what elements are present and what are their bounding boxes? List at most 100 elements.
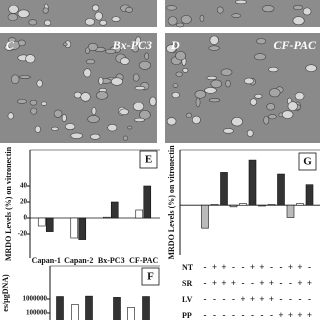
row-label: SR bbox=[182, 279, 192, 288]
cell bbox=[30, 107, 38, 115]
bar bbox=[239, 203, 247, 206]
cell bbox=[16, 99, 28, 104]
bar bbox=[258, 204, 266, 207]
cell bbox=[209, 35, 219, 45]
cell bbox=[10, 74, 20, 85]
cell bbox=[256, 38, 267, 45]
cell bbox=[111, 16, 121, 22]
panel-caption: CF-PAC bbox=[274, 38, 317, 52]
table-cell: + bbox=[278, 310, 283, 320]
cell bbox=[134, 85, 146, 91]
bar bbox=[102, 216, 111, 219]
y-tick-label: 0 bbox=[24, 214, 28, 222]
cell bbox=[92, 4, 100, 12]
table-cell: + bbox=[259, 294, 264, 304]
cell bbox=[235, 0, 247, 5]
bar bbox=[45, 217, 54, 232]
table-cell: + bbox=[307, 278, 312, 288]
table-cell: + bbox=[221, 278, 226, 288]
cell bbox=[182, 67, 189, 73]
table-cell: - bbox=[223, 310, 226, 320]
cell bbox=[87, 115, 100, 124]
cell bbox=[206, 75, 217, 80]
table-cell: + bbox=[250, 294, 255, 304]
table-cell: + bbox=[240, 294, 245, 304]
panel-label: G bbox=[303, 156, 312, 168]
cell bbox=[90, 133, 101, 140]
cell bbox=[131, 44, 139, 53]
cell bbox=[171, 91, 180, 99]
table-cell: - bbox=[232, 310, 235, 320]
cell bbox=[292, 16, 305, 26]
cell bbox=[104, 49, 117, 54]
cell bbox=[220, 68, 233, 76]
cell bbox=[107, 123, 118, 132]
bar bbox=[70, 217, 79, 239]
cell bbox=[262, 5, 275, 13]
cell bbox=[98, 76, 104, 85]
cell bbox=[51, 126, 59, 131]
cell bbox=[294, 92, 305, 101]
cell bbox=[144, 52, 150, 60]
cell bbox=[44, 19, 52, 26]
cell bbox=[95, 91, 109, 100]
cell bbox=[268, 88, 281, 98]
cell bbox=[83, 68, 92, 78]
cell bbox=[122, 135, 128, 141]
cell bbox=[127, 125, 133, 130]
cell bbox=[99, 19, 107, 26]
table-cell: - bbox=[204, 294, 207, 304]
panel-label: F bbox=[147, 271, 154, 283]
bar bbox=[201, 204, 209, 229]
bar bbox=[135, 209, 144, 219]
cell bbox=[139, 109, 151, 120]
cell bbox=[70, 132, 83, 139]
cell bbox=[73, 91, 82, 99]
cell bbox=[172, 83, 179, 88]
cell bbox=[18, 75, 31, 79]
cell bbox=[287, 101, 298, 111]
cell bbox=[253, 53, 267, 61]
bar bbox=[143, 185, 152, 219]
table-cell: - bbox=[308, 262, 311, 272]
y-tick-label: 20 bbox=[20, 198, 28, 206]
panel-label-box bbox=[298, 152, 317, 171]
table-cell: - bbox=[289, 278, 292, 288]
panel-label-box bbox=[139, 150, 158, 169]
table-cell: - bbox=[223, 294, 226, 304]
bar bbox=[37, 217, 46, 227]
cell bbox=[135, 36, 142, 45]
cell bbox=[61, 114, 67, 122]
cell bbox=[17, 39, 26, 47]
table-cell: - bbox=[308, 294, 311, 304]
y-axis-label: MRDO Levels (%) on vitronectin bbox=[167, 145, 176, 260]
table-cell: - bbox=[280, 278, 283, 288]
table-cell: + bbox=[212, 262, 217, 272]
cell bbox=[62, 42, 68, 47]
bar bbox=[277, 173, 285, 206]
cell bbox=[195, 97, 201, 108]
table-cell: - bbox=[280, 262, 283, 272]
cell bbox=[110, 77, 123, 86]
bar bbox=[267, 204, 276, 206]
cell bbox=[8, 4, 19, 14]
bar bbox=[229, 204, 238, 208]
cell bbox=[208, 45, 220, 51]
cell bbox=[231, 13, 242, 18]
cell bbox=[222, 128, 234, 134]
bar bbox=[142, 296, 150, 320]
cell bbox=[167, 16, 178, 26]
cell bbox=[64, 123, 76, 131]
bar bbox=[210, 204, 219, 206]
cell bbox=[185, 112, 193, 119]
cell bbox=[53, 109, 63, 118]
cell bbox=[41, 101, 48, 106]
cell bbox=[225, 79, 231, 88]
cell bbox=[231, 117, 243, 127]
table-cell: - bbox=[213, 294, 216, 304]
cell bbox=[34, 125, 41, 133]
cell bbox=[132, 73, 140, 82]
table-cell: - bbox=[251, 278, 254, 288]
cell bbox=[80, 92, 91, 102]
